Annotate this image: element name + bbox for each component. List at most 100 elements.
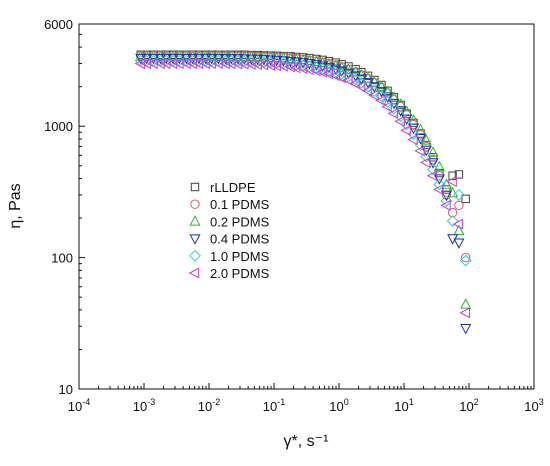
data-point — [140, 58, 151, 70]
y-tick-label: 100 — [51, 251, 73, 266]
x-axis: 10-4 10-3 10-2 10-1 100 101 102 103 — [68, 383, 544, 414]
data-point — [426, 170, 438, 182]
data-point — [447, 207, 458, 218]
data-point — [407, 123, 420, 135]
data-point — [199, 58, 210, 70]
legend-label: 2.0 PDMS — [210, 266, 270, 281]
x-tick-label: 10-1 — [263, 397, 285, 414]
data-point — [238, 58, 249, 70]
data-point — [355, 76, 368, 89]
data-point — [453, 238, 465, 249]
data-point — [361, 85, 373, 97]
data-point — [419, 156, 431, 168]
data-point — [381, 101, 392, 113]
data-point — [192, 58, 204, 70]
legend-marker — [190, 182, 200, 192]
data-point — [381, 96, 394, 108]
data-point — [440, 195, 453, 207]
data-point — [277, 56, 290, 67]
data-point — [415, 134, 427, 145]
data-point — [205, 58, 216, 70]
plot-frame — [78, 23, 535, 390]
x-tick-label: 10-3 — [133, 397, 155, 414]
data-point — [459, 254, 472, 267]
x-tick-label: 10-2 — [198, 397, 220, 414]
series-0-1-pdms — [136, 50, 471, 263]
data-point — [220, 50, 232, 61]
data-point — [433, 183, 444, 196]
data-point — [433, 178, 446, 191]
data-point — [251, 58, 262, 71]
data-point — [415, 123, 427, 134]
data-point — [147, 58, 158, 70]
data-point — [134, 58, 145, 70]
data-point — [375, 80, 387, 91]
y-axis-label: η, Pas — [7, 183, 24, 228]
data-point — [212, 53, 225, 65]
x-tick-label: 103 — [524, 397, 543, 414]
data-point — [154, 58, 165, 70]
data-point — [446, 215, 459, 227]
legend-marker — [190, 199, 200, 209]
x-tick-label: 10-4 — [68, 397, 90, 414]
data-point — [388, 102, 400, 115]
data-point — [446, 175, 457, 187]
data-point — [349, 77, 360, 89]
x-tick-label: 101 — [394, 397, 413, 414]
data-point — [461, 252, 471, 263]
data-point — [453, 189, 465, 201]
data-point — [394, 115, 405, 127]
data-point — [427, 158, 439, 169]
legend: rLLDPE 0.1 PDMS 0.2 PDMS 0.4 PDMS 1.0 PDMS 2.… — [188, 180, 270, 281]
data-point — [180, 58, 191, 70]
data-point — [329, 70, 340, 82]
data-point — [420, 134, 432, 145]
legend-label: 0.1 PDMS — [210, 197, 270, 212]
data-point — [459, 307, 470, 319]
data-point — [440, 199, 451, 211]
data-point — [342, 74, 353, 86]
data-point — [414, 145, 425, 157]
data-point — [155, 50, 167, 61]
data-point — [395, 106, 407, 117]
data-point — [322, 68, 334, 80]
data-point — [335, 68, 348, 81]
data-point — [285, 56, 297, 68]
y-tick-label: 1000 — [44, 119, 73, 134]
series-1-0-pdms — [134, 54, 472, 267]
data-point — [427, 163, 439, 176]
data-point — [335, 72, 346, 84]
data-point — [231, 58, 243, 70]
data-point — [387, 107, 399, 120]
x-tick-label: 100 — [329, 397, 348, 414]
data-point — [454, 170, 464, 179]
x-axis-label: γ*, s⁻¹ — [284, 433, 329, 450]
data-point — [453, 224, 465, 235]
series-2-0-pdms — [134, 58, 470, 319]
series-0-4-pdms — [135, 53, 472, 335]
y-tick-label: 10 — [59, 382, 73, 397]
legend-marker — [189, 249, 201, 262]
data-point — [257, 59, 269, 71]
data-point — [407, 134, 418, 146]
legend-label: 1.0 PDMS — [210, 249, 270, 264]
data-point — [368, 89, 379, 101]
data-point — [245, 54, 257, 66]
data-point — [354, 81, 366, 93]
data-point — [382, 85, 394, 96]
data-point — [427, 146, 439, 157]
data-point — [440, 190, 452, 202]
data-point — [461, 194, 470, 204]
data-point — [375, 94, 386, 107]
legend-marker — [188, 267, 200, 279]
data-point — [454, 200, 464, 211]
data-point — [395, 97, 407, 109]
data-point — [460, 298, 472, 309]
y-tick-label: 6000 — [44, 17, 73, 32]
data-point — [452, 218, 464, 230]
data-point — [212, 58, 223, 70]
data-point — [219, 58, 230, 70]
data-point — [448, 171, 457, 180]
data-point — [264, 59, 275, 71]
data-point — [284, 61, 295, 73]
